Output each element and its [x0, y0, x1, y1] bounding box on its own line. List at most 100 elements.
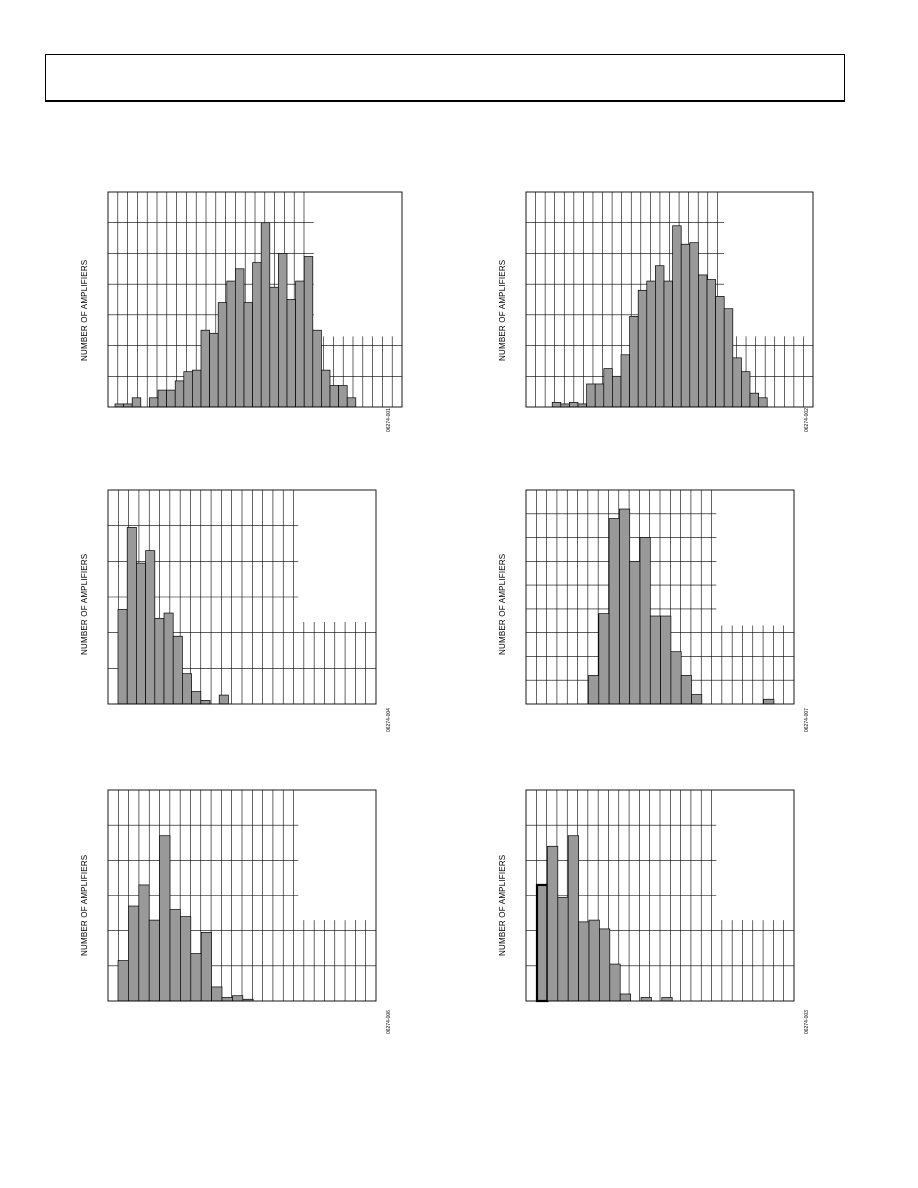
histogram-bar [232, 995, 244, 1002]
histogram-bar [689, 242, 699, 408]
histogram-bar [547, 845, 559, 1002]
histogram-bar [136, 562, 146, 705]
histogram-bar [138, 884, 150, 1002]
histogram-chart-4 [525, 489, 795, 705]
histogram-bar [200, 932, 212, 1002]
histogram-bar [235, 268, 245, 408]
page-header-box [45, 54, 845, 102]
histogram-bar [741, 371, 751, 408]
histogram-bar [209, 332, 219, 408]
figure-code: 06274-004 [386, 708, 392, 732]
histogram-chart-1 [107, 191, 403, 408]
histogram-bar [252, 262, 262, 408]
histogram-bar [286, 299, 296, 408]
histogram-bar [128, 905, 140, 1002]
histogram-bar [169, 909, 181, 1002]
histogram-bar [680, 243, 691, 408]
histogram-bar [148, 919, 160, 1002]
histogram-bar [569, 402, 579, 408]
histogram-bar [723, 308, 734, 408]
histogram-bar [598, 613, 610, 705]
histogram-bar [609, 963, 621, 1002]
histogram-panel-6: NUMBER OF AMPLIFIERS 06274-003 [490, 780, 820, 1040]
y-axis-label: NUMBER OF AMPLIFIERS [80, 259, 89, 361]
bars [114, 222, 357, 408]
bars [117, 527, 229, 705]
histogram-panel-2: NUMBER OF AMPLIFIERS 06274-002 [490, 180, 820, 440]
y-axis-label: NUMBER OF AMPLIFIERS [498, 553, 507, 655]
histogram-bar [217, 302, 228, 408]
histogram-bar [619, 508, 631, 705]
histogram-bar [154, 618, 165, 705]
histogram-chart-5 [107, 789, 377, 1002]
histogram-bar [338, 385, 348, 408]
figure-code: 06274-002 [804, 408, 810, 432]
grid-lines [526, 490, 794, 704]
histogram-bar [588, 919, 600, 1002]
histogram-panel-3: NUMBER OF AMPLIFIERS 06274-004 [72, 480, 402, 740]
histogram-bar [749, 392, 759, 408]
histogram-bar [163, 612, 174, 705]
histogram-bar [123, 403, 133, 408]
histogram-bar [640, 997, 652, 1002]
histogram-bar [608, 518, 620, 705]
histogram-bar [295, 280, 305, 408]
histogram-bar [243, 302, 253, 408]
histogram-bar [145, 550, 156, 705]
histogram-bar [312, 329, 322, 408]
histogram-bar [200, 329, 210, 408]
histogram-bar [221, 997, 233, 1002]
histogram-bar [183, 371, 193, 408]
figure-code: 06274-001 [386, 408, 392, 432]
histogram-bar [691, 694, 703, 705]
histogram-panel-1: NUMBER OF AMPLIFIERS 06274-001 [72, 180, 403, 440]
histogram-bar [192, 369, 202, 408]
histogram-bar [649, 615, 661, 705]
histogram-bar [577, 403, 587, 408]
histogram-bar [629, 316, 639, 408]
plot-frame [107, 489, 377, 705]
histogram-bar [639, 537, 651, 705]
histogram-bar [706, 279, 716, 408]
figure-code: 06274-003 [804, 1010, 810, 1034]
histogram-bar [172, 635, 183, 705]
y-axis-label: NUMBER OF AMPLIFIERS [498, 854, 507, 956]
histogram-bar [117, 960, 129, 1002]
histogram-bar [567, 835, 579, 1002]
bars [588, 508, 775, 705]
plot-frame [525, 191, 814, 408]
plot-frame [525, 789, 795, 1002]
histogram-bar [180, 916, 192, 1002]
histogram-chart-6 [525, 789, 795, 1003]
histogram-bar [211, 986, 223, 1002]
histogram-bar [732, 357, 742, 408]
histogram-bar [126, 527, 137, 705]
histogram-bar [191, 691, 202, 705]
histogram-bar [174, 380, 185, 408]
bars [535, 835, 673, 1003]
plot-frame [107, 789, 377, 1002]
y-axis-label: NUMBER OF AMPLIFIERS [80, 854, 89, 956]
figure-code: 06274-006 [386, 1010, 392, 1034]
histogram-bar [619, 993, 631, 1002]
histogram-bar [557, 896, 569, 1002]
histogram-bar [226, 280, 236, 408]
histogram-bar [588, 675, 600, 705]
histogram-bar [637, 289, 648, 408]
histogram-bar [166, 389, 176, 408]
histogram-bar [117, 609, 128, 705]
histogram-bar [698, 274, 708, 408]
histogram-bar [182, 673, 192, 705]
histogram-bar [560, 403, 570, 408]
histogram-bar [661, 997, 673, 1002]
histogram-bar [646, 280, 656, 408]
histogram-bar [672, 225, 682, 408]
histogram-bar [620, 354, 630, 408]
histogram-bar [655, 265, 665, 408]
histogram-bar [535, 883, 549, 1003]
histogram-bar [346, 397, 357, 408]
histogram-bar [680, 675, 692, 705]
plot-frame [107, 191, 403, 408]
histogram-bar [763, 698, 775, 705]
histogram-bar [612, 375, 622, 408]
